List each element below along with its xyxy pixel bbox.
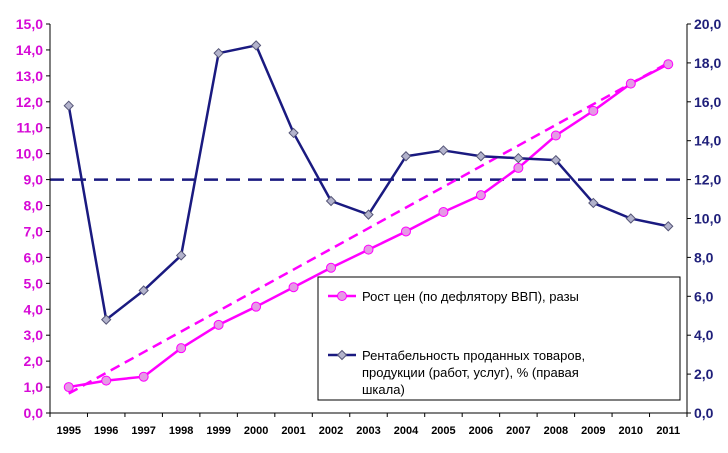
y-right-tick-label: 12,0	[694, 172, 721, 188]
y-left-tick-label: 1,0	[24, 379, 44, 395]
series-1-point	[250, 40, 262, 51]
y-left-tick-label: 0,0	[24, 405, 44, 421]
series-0-point	[588, 105, 599, 116]
y-right-tick-label: 10,0	[694, 211, 721, 227]
legend-label-1: шкала)	[362, 382, 405, 397]
series-1-point	[63, 100, 74, 111]
series-0-point	[663, 59, 674, 70]
y-left-tick-label: 5,0	[24, 275, 44, 291]
x-tick-label: 2011	[656, 425, 680, 437]
series-0-point	[513, 162, 524, 173]
axes: 0,0 1,0 2,0 3,0 4,0 5,0 6,0 7,0 8,0 9,0 10,0 11,0 12…	[16, 16, 722, 437]
x-tick-label: 2005	[431, 425, 455, 437]
x-tick-label: 2002	[319, 425, 343, 437]
series-0-point	[101, 375, 112, 386]
x-tick-label: 1999	[206, 425, 230, 437]
x-tick-label: 2007	[506, 425, 530, 437]
series-1-point	[513, 152, 524, 164]
y-right-tick-label: 2,0	[694, 366, 714, 382]
x-tick-label: 1996	[94, 425, 118, 437]
series-1-point	[213, 47, 224, 59]
series-1-point	[438, 145, 449, 156]
legend-marker-0	[337, 291, 347, 301]
x-tick-label: 1995	[56, 425, 80, 437]
y-right-tick-label: 0,0	[694, 405, 714, 421]
series-1-point	[325, 195, 337, 207]
x-tick-label: 2010	[619, 425, 643, 437]
series-0-point	[288, 282, 299, 293]
x-tick-label: 2001	[281, 425, 305, 437]
series-0-point	[138, 371, 149, 382]
y-left-tick-label: 9,0	[24, 172, 44, 188]
series-1-point	[625, 213, 637, 224]
legend-label-1: продукции (работ, услуг), % (правая	[362, 365, 579, 380]
x-tick-label: 2000	[244, 425, 268, 437]
y-left-tick-label: 7,0	[24, 223, 44, 239]
x-tick-label: 2006	[469, 425, 493, 437]
series-1-point	[138, 285, 149, 296]
x-tick-label: 2003	[356, 425, 380, 437]
series-0-point	[625, 78, 636, 89]
y-left-tick-label: 10,0	[16, 146, 43, 162]
series-0-point	[63, 382, 74, 393]
y-left-tick-label: 15,0	[16, 16, 43, 32]
series-0-point	[400, 226, 411, 237]
x-tick-label: 2004	[394, 425, 419, 437]
trendline	[68, 61, 669, 395]
y-right-tick-label: 14,0	[694, 133, 721, 149]
y-right-tick-label: 20,0	[694, 16, 721, 32]
series-1-point	[475, 151, 487, 162]
y-left-tick-label: 8,0	[24, 198, 44, 214]
x-tick-label: 2009	[581, 425, 605, 437]
legend-label-0: Рост цен (по дефлятору ВВП), разы	[362, 289, 579, 304]
series-0-point	[213, 319, 224, 330]
series-0-point	[176, 343, 187, 354]
legend-marker-1	[336, 349, 348, 361]
y-left-tick-label: 12,0	[16, 94, 43, 110]
legend-label-1: Рентабельность проданных товаров,	[362, 348, 585, 363]
series-0-point	[438, 207, 449, 218]
series-1-point	[175, 250, 187, 261]
y-left-tick-label: 2,0	[24, 353, 44, 369]
y-left-tick-label: 3,0	[24, 327, 44, 343]
series-0-point	[326, 262, 337, 273]
y-right-tick-label: 16,0	[694, 94, 721, 110]
legend: Рост цен (по дефлятору ВВП), разы Рентабе…	[317, 276, 681, 401]
y-left-tick-label: 13,0	[16, 68, 43, 84]
plot-area	[50, 40, 687, 395]
series-1-point	[588, 197, 599, 209]
x-tick-label: 1997	[131, 425, 155, 437]
series-0-point	[550, 130, 561, 141]
y-left-tick-label: 6,0	[24, 249, 44, 265]
y-left-tick-label: 4,0	[24, 301, 44, 317]
x-tick-label: 1998	[169, 425, 193, 437]
legend-box	[317, 276, 681, 401]
series-1-point	[100, 314, 112, 325]
y-left-tick-label: 11,0	[17, 120, 44, 136]
x-tick-label: 2008	[544, 425, 568, 437]
y-right-tick-label: 6,0	[694, 288, 714, 304]
series-1-point	[550, 154, 562, 166]
series-0-point	[475, 190, 486, 201]
series-0-point	[251, 301, 262, 312]
series-1-point	[400, 151, 412, 162]
series-0-point	[363, 244, 374, 255]
y-right-tick-label: 8,0	[694, 249, 714, 265]
series-1-point	[663, 221, 674, 232]
y-left-tick-label: 14,0	[16, 42, 43, 58]
y-right-tick-label: 18,0	[694, 55, 721, 71]
y-right-tick-label: 4,0	[694, 327, 714, 343]
series-1-point	[288, 127, 299, 139]
series-1-point	[363, 209, 374, 220]
